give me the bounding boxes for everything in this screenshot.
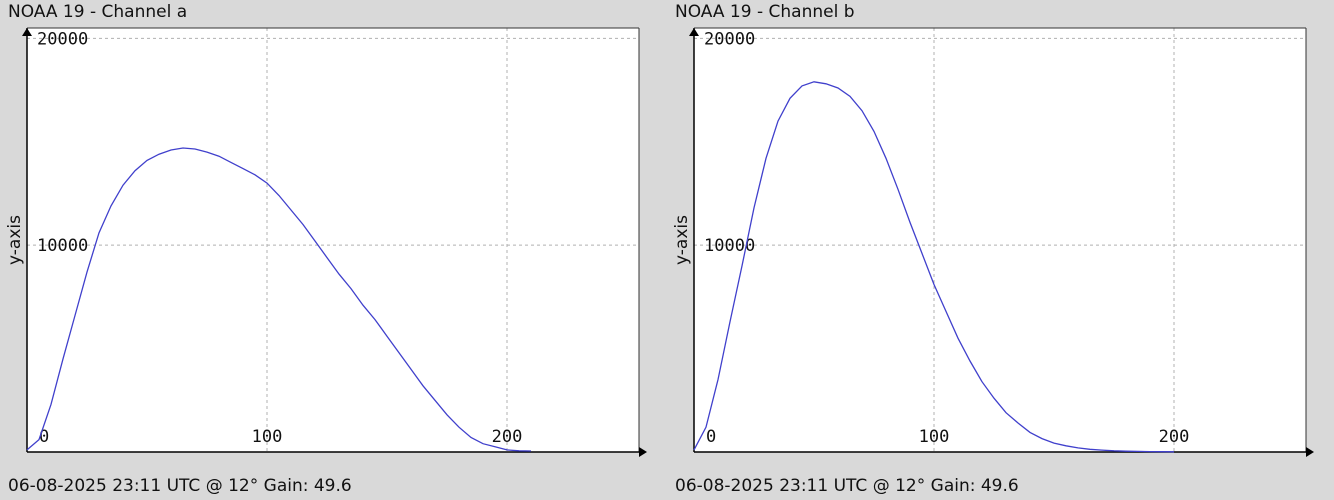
- x-tick-label: 100: [919, 427, 950, 447]
- x-axis-arrow: [1306, 447, 1314, 457]
- y-axis-arrow: [689, 28, 699, 36]
- chart-title: NOAA 19 - Channel b: [675, 2, 855, 22]
- chart-title: NOAA 19 - Channel a: [8, 2, 188, 22]
- x-tick-label: 100: [252, 427, 283, 447]
- x-tick-label: 0: [706, 427, 716, 447]
- x-tick-label: 200: [492, 427, 523, 447]
- y-axis-arrow: [22, 28, 32, 36]
- y-tick-label: 20000: [37, 29, 88, 49]
- chart-panel-channel-a: NOAA 19 - Channel a 0 100 200 10000 20000 y-a…: [5, 2, 647, 496]
- chart-plot-channel-a: 0 100 200 10000 20000 y-axis: [5, 27, 647, 457]
- y-tick-label: 10000: [37, 236, 88, 256]
- y-tick-label: 20000: [704, 29, 755, 49]
- y-tick-label: 10000: [704, 236, 755, 256]
- series-line: [26, 147, 532, 452]
- plot-area: [694, 28, 1306, 452]
- chart-footer: 06-08-2025 23:11 UTC @ 12° Gain: 49.6: [675, 476, 1019, 496]
- x-axis-arrow: [639, 447, 647, 457]
- x-tick-label: 0: [39, 427, 49, 447]
- chart-footer: 06-08-2025 23:11 UTC @ 12° Gain: 49.6: [8, 476, 352, 496]
- chart-plot-channel-b: 0 100 200 10000 20000 y-axis: [672, 27, 1314, 457]
- x-tick-label: 200: [1159, 427, 1190, 447]
- y-axis-label: y-axis: [5, 215, 25, 265]
- plot-area: [27, 28, 639, 452]
- y-axis-label: y-axis: [672, 215, 692, 265]
- chart-panel-channel-b: NOAA 19 - Channel b 0 100 200 10000 20000 y-a…: [667, 0, 1334, 500]
- series-line: [693, 81, 1175, 453]
